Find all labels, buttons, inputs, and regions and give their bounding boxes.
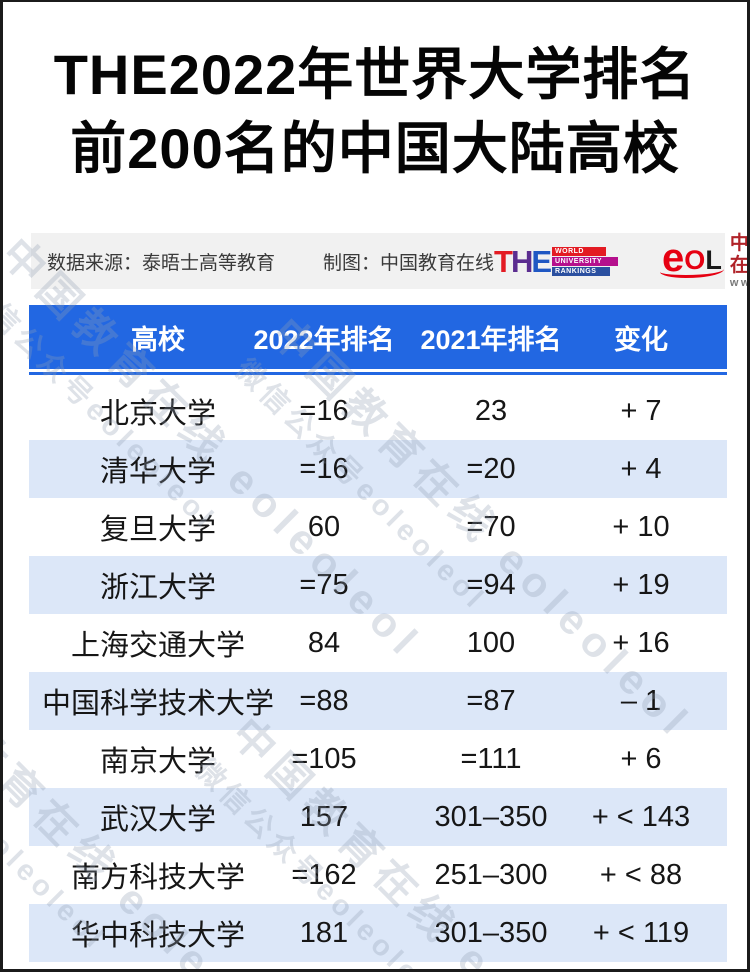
the-world-university-rankings-logo: T H E WORLD UNIVERSITY RANKINGS [494,243,619,279]
header-2022-rank: 2022年排名 [253,324,395,355]
university-name: 华中科技大学 [70,920,245,952]
the-logo-bars: WORLD UNIVERSITY RANKINGS [552,246,619,276]
table-row: 清华大学 =16 =20 + 4 [29,440,727,498]
rank-2021: 301–350 [434,916,548,949]
rank-2022: =16 [299,394,349,427]
rank-change: + 19 [612,568,670,601]
rank-2021: 301–350 [434,800,548,833]
data-source-label: 数据来源：泰晤士高等教育 [47,252,276,274]
table-row: 南京大学 =105 =111 + 6 [29,730,727,788]
table-row: 上海交通大学 84 100 + 16 [29,614,727,672]
rank-2021: =20 [466,452,516,485]
rank-change: – 1 [620,684,662,717]
rank-2021: 100 [466,626,516,659]
rank-2021: =87 [466,684,516,717]
rank-2022: =105 [291,742,357,775]
rank-change: + 10 [612,510,670,543]
page-title-line2: 前200名的中国大陆高校 [70,117,680,180]
header-2021-rank: 2021年排名 [420,324,562,355]
rank-2022: =75 [299,568,349,601]
university-name: 中国科学技术大学 [41,688,274,720]
university-name: 浙江大学 [99,572,216,604]
eol-swoosh-icon [660,263,725,278]
header-university: 高校 [131,324,185,355]
university-name: 南方科技大学 [70,862,245,894]
eol-china-education-online-logo: e O L 中国教育在线 www.eol.cn [660,232,750,290]
rank-change: + < 143 [591,800,691,833]
rank-change: + 4 [620,452,662,485]
table-row: 华中科技大学 181 301–350 + < 119 [29,904,727,962]
rank-change: + < 88 [599,858,683,891]
university-name: 南京大学 [99,746,216,778]
table-row: 复旦大学 60 =70 + 10 [29,498,727,556]
university-name: 复旦大学 [99,514,216,546]
rank-2022: 157 [299,800,349,833]
table-row: 中国科学技术大学 =88 =87 – 1 [29,672,727,730]
rank-2021: =94 [466,568,516,601]
table-row: 浙江大学 =75 =94 + 19 [29,556,727,614]
university-name: 上海交通大学 [70,630,245,662]
rank-change: + 7 [620,394,662,427]
source-bar: 数据来源：泰晤士高等教育 制图：中国教育在线 T H E WORLD UNIVE… [31,233,747,289]
rank-2021: 23 [474,394,508,427]
table-row: 南方科技大学 =162 251–300 + < 88 [29,846,727,904]
rank-change: + 16 [612,626,670,659]
rank-2022: =162 [291,858,357,891]
rank-2022: 181 [299,916,349,949]
page-title: THE2022年世界大学排名 前200名的中国大陆高校 [3,38,747,186]
university-name: 武汉大学 [99,804,216,836]
eol-logo-mark-icon: e O L [660,238,725,280]
rank-change: + 6 [620,742,662,775]
table-row: 北京大学 =16 23 + 7 [29,382,727,440]
header-underline [29,372,727,375]
rank-2021: =70 [466,510,516,543]
the-logo-letters: T H E [494,243,552,279]
university-name: 北京大学 [99,398,216,430]
header-change: 变化 [614,324,668,355]
rank-2022: =16 [299,452,349,485]
page-title-line1: THE2022年世界大学排名 [53,43,697,106]
rank-2022: =88 [299,684,349,717]
rank-2022: 84 [307,626,341,659]
table-header-row: 高校 2022年排名 2021年排名 变化 [29,305,727,369]
university-name: 清华大学 [99,456,216,488]
rank-2021: =111 [460,742,522,775]
rank-change: + < 119 [592,916,690,949]
table-row: 武汉大学 157 301–350 + < 143 [29,788,727,846]
table-body: 北京大学 =16 23 + 7 清华大学 =16 =20 + 4 复旦大学 60… [29,382,727,962]
rank-2022: 60 [307,510,341,543]
ranking-table: 高校 2022年排名 2021年排名 变化 北京大学 =16 23 + 7 清华… [29,305,727,962]
eol-logo-text: 中国教育在线 www.eol.cn [729,232,750,289]
rank-2021: 251–300 [434,858,548,891]
credit-label: 制图：中国教育在线 [323,252,495,274]
